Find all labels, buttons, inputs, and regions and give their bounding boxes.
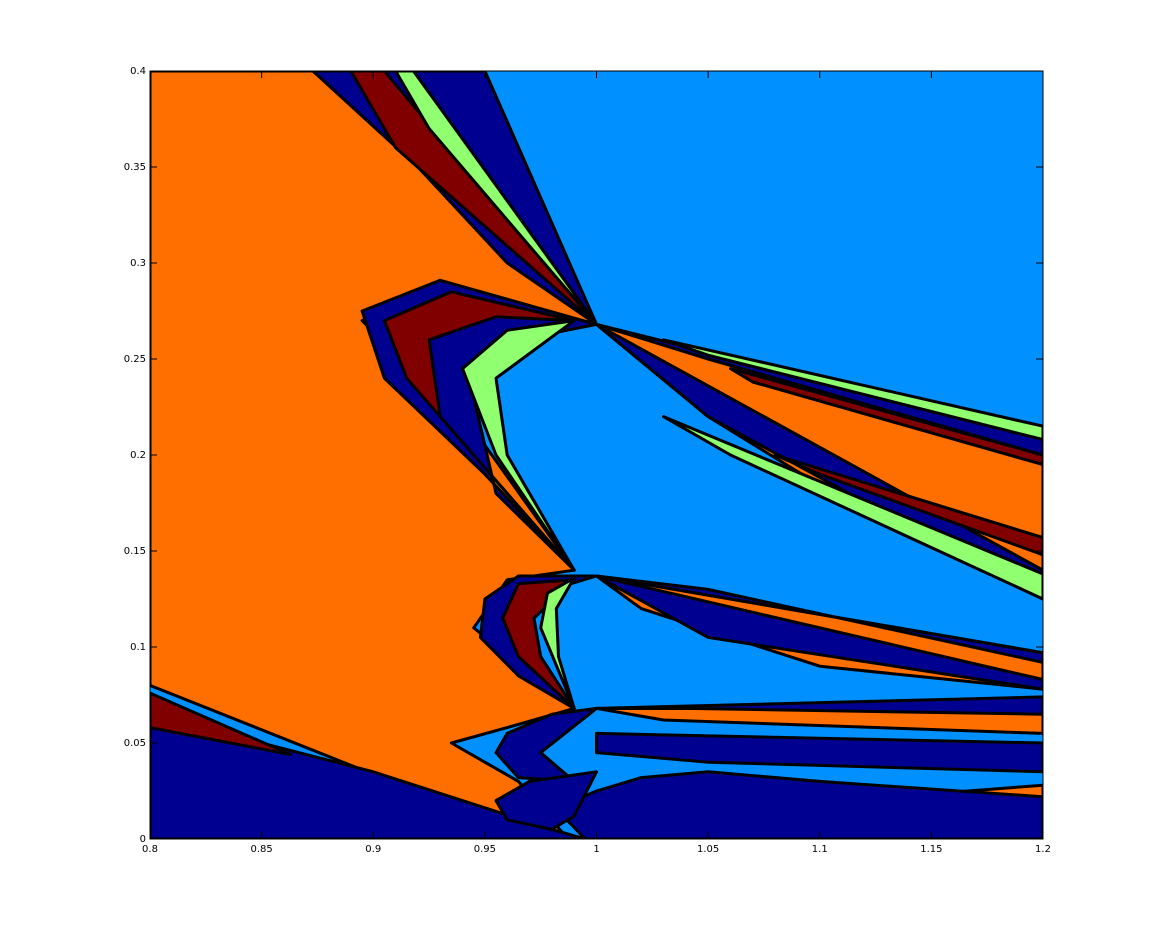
region-navy-lobe-bottom: [494, 770, 598, 831]
region-green-lobe-upper: [461, 319, 576, 572]
region-darkred-bottom-left: [150, 691, 293, 756]
region-navy-right-lower-1: [595, 695, 1043, 716]
basin-regions: [150, 71, 1043, 839]
x-tick-label: 0.95: [474, 844, 496, 855]
y-tick-label: 0.4: [130, 66, 146, 77]
x-tick-label: 0.9: [365, 844, 381, 855]
region-darkred-right-upper-2: [773, 453, 1043, 557]
region-navy-right-middle-1: [595, 574, 1043, 664]
plot-area: [150, 71, 1043, 839]
y-tick-label: 0: [140, 834, 146, 845]
y-axis-tick-labels: 0 0.05 0.1 0.15 0.2 0.25 0.3 0.35 0.4: [124, 66, 146, 845]
x-tick-label: 0.85: [250, 844, 272, 855]
region-darkred-lobe-upper: [382, 290, 576, 572]
region-green-lobe-middle: [539, 576, 576, 710]
region-navy-lobe-lower: [494, 706, 598, 783]
region-darkred-right-upper: [729, 367, 1043, 467]
x-tick-label: 1.15: [920, 844, 942, 855]
x-tick-label: 1.05: [697, 844, 719, 855]
x-axis-tick-labels: 0.8 0.85 0.9 0.95 1 1.05 1.1 1.15 1.2: [142, 844, 1051, 855]
axis-ticks: [149, 70, 1044, 840]
region-darkred-lobe-middle: [501, 578, 576, 710]
x-tick-label: 1.1: [812, 844, 828, 855]
x-tick-label: 1: [593, 844, 599, 855]
y-tick-label: 0.05: [124, 738, 146, 749]
region-navy-right-middle-2: [595, 574, 1043, 691]
region-navy-right-lower-2: [595, 731, 1043, 774]
y-tick-label: 0.1: [130, 642, 146, 653]
y-tick-label: 0.3: [130, 258, 146, 269]
region-green-right-upper: [662, 338, 1043, 442]
y-tick-label: 0.15: [124, 546, 146, 557]
x-tick-label: 1.2: [1035, 844, 1051, 855]
y-tick-label: 0.35: [124, 162, 146, 173]
x-tick-label: 0.8: [142, 844, 158, 855]
y-tick-label: 0.2: [130, 450, 146, 461]
y-tick-label: 0.25: [124, 354, 146, 365]
region-green-right-upper-2: [662, 415, 1043, 601]
